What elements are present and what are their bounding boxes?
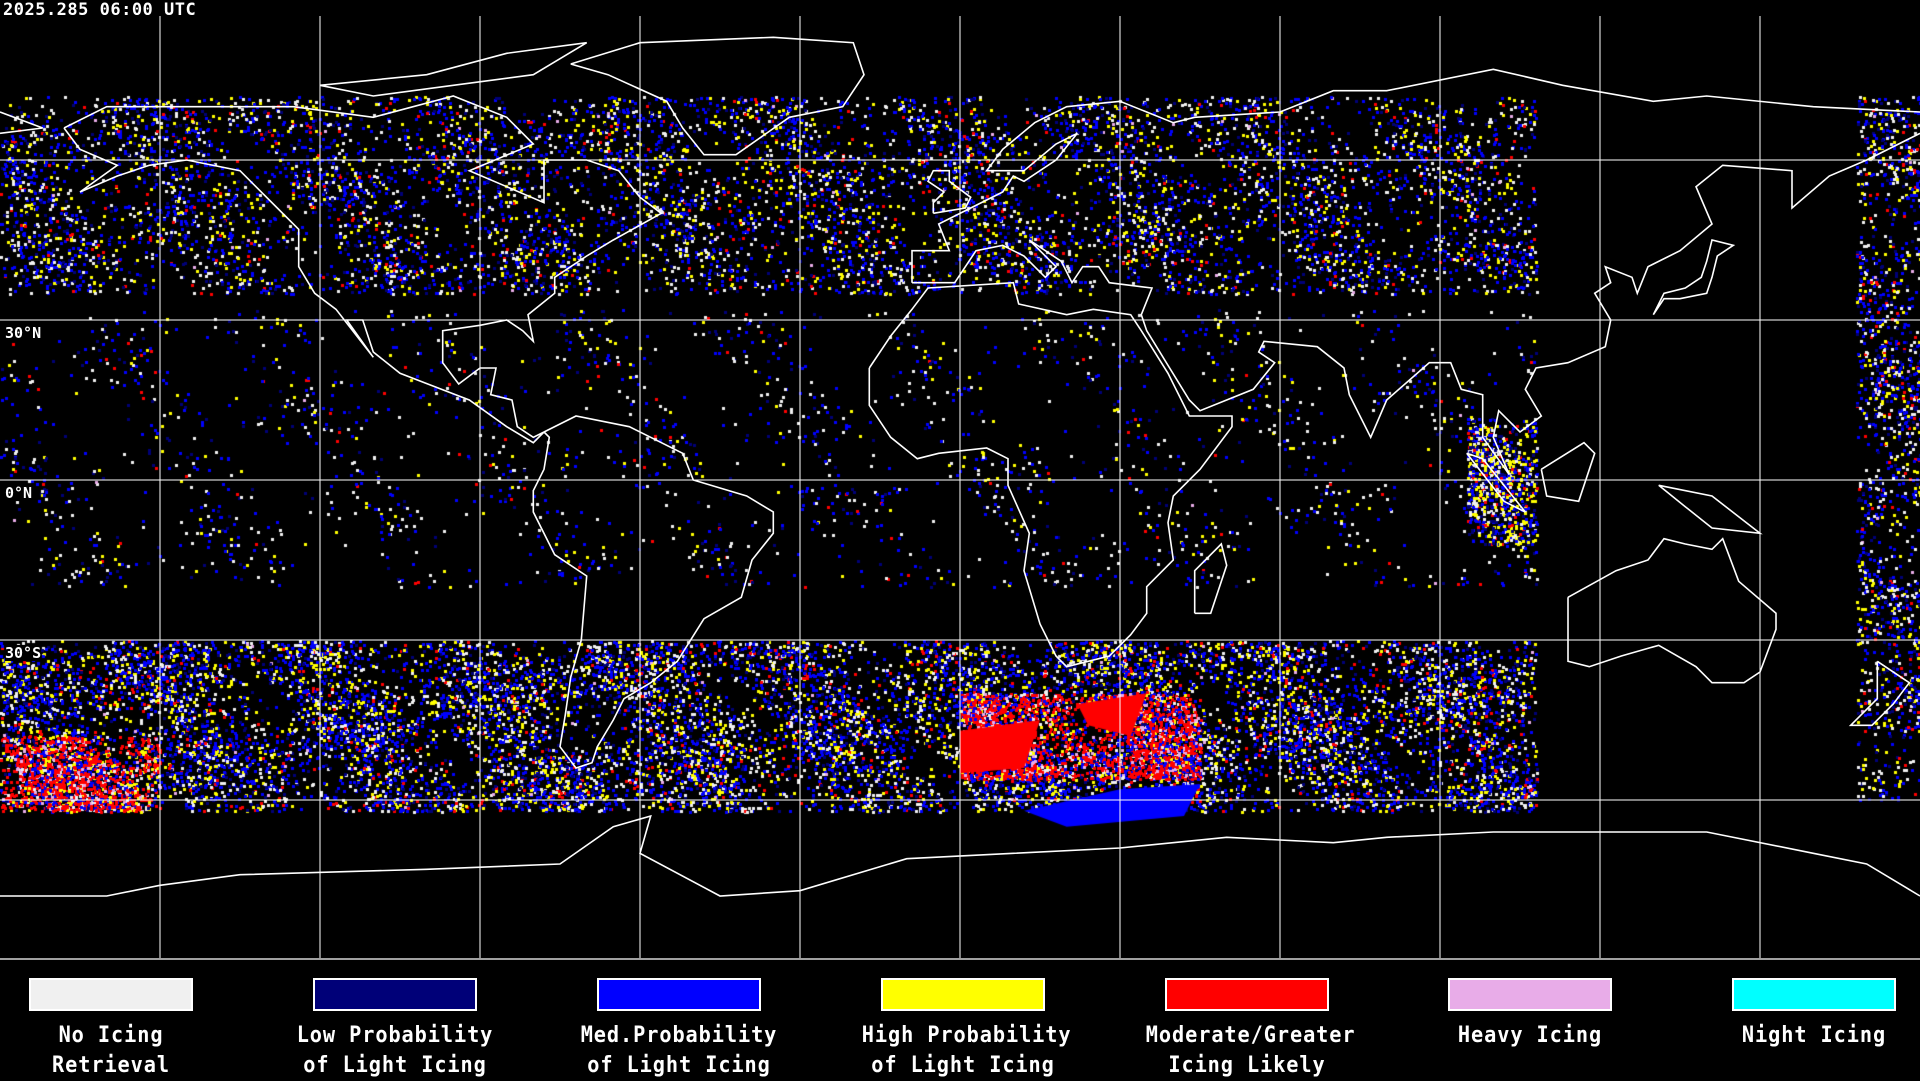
legend-swatch — [1732, 978, 1896, 1011]
coastline-australia — [1567, 537, 1777, 684]
legend-item-no-icing-retrieval: No Icing Retrieval — [1, 978, 221, 1081]
legend-label: Night Icing — [1741, 1023, 1887, 1048]
coastline-asia-east — [912, 132, 1920, 476]
legend-label: Med.Probability of Light Icing — [580, 1023, 778, 1078]
legend-label: Moderate/Greater Icing Likely — [1145, 1023, 1356, 1078]
coastline-eurasia — [911, 68, 1920, 283]
coastline-japan — [1652, 239, 1736, 316]
legend-label: High Probability of Light Icing — [861, 1023, 1072, 1078]
coastline-new-guinea — [1658, 484, 1763, 535]
legend-swatch — [881, 978, 1045, 1011]
coastline-antarctica — [0, 814, 1920, 897]
coastline-arctic-islands — [319, 41, 588, 97]
legend-item-moderate-greater: Moderate/Greater Icing Likely — [1137, 978, 1357, 1081]
coastline-borneo — [1540, 441, 1596, 503]
legend-label: Low Probability of Light Icing — [296, 1023, 494, 1078]
coastline-south-america — [532, 415, 775, 769]
coastline-sumatra — [1466, 452, 1526, 513]
timestamp: 2025.285 06:00 UTC — [3, 0, 197, 20]
lat-label-0n: 0°N — [5, 484, 33, 502]
legend-label: Heavy Icing — [1457, 1023, 1603, 1048]
coastlines — [0, 36, 1920, 897]
coastline-new-zealand — [1848, 660, 1911, 727]
coastline-madagascar — [1193, 542, 1228, 615]
legend-item-med-probability: Med.Probability of Light Icing — [569, 978, 789, 1081]
lat-label-30s: 30°S — [5, 644, 42, 662]
coastline-chukotka — [0, 111, 43, 135]
coastline-uk — [926, 169, 972, 215]
legend-item-high-probability: High Probability of Light Icing — [853, 978, 1073, 1081]
legend-label: No Icing Retrieval — [52, 1023, 170, 1078]
legend-item-heavy-icing: Heavy Icing — [1420, 978, 1640, 1051]
icing-map: 2025.285 06:00 UTC 30°N 0°N 30°S — [0, 0, 1920, 960]
coastline-north-america — [63, 95, 663, 444]
graticule — [0, 16, 1920, 958]
coastline-greenland — [570, 36, 865, 156]
legend-swatch — [1448, 978, 1612, 1011]
legend-swatch — [29, 978, 193, 1011]
legend-swatch — [313, 978, 477, 1011]
lat-label-30n: 30°N — [5, 324, 42, 342]
legend: No Icing Retrieval Low Probability of Li… — [0, 962, 1920, 1080]
legend-swatch — [597, 978, 761, 1011]
legend-swatch — [1165, 978, 1329, 1011]
legend-item-low-probability: Low Probability of Light Icing — [285, 978, 505, 1081]
coastline-africa — [868, 281, 1233, 668]
legend-item-night-icing: Night Icing — [1704, 978, 1920, 1051]
map-overlay — [0, 16, 1920, 958]
